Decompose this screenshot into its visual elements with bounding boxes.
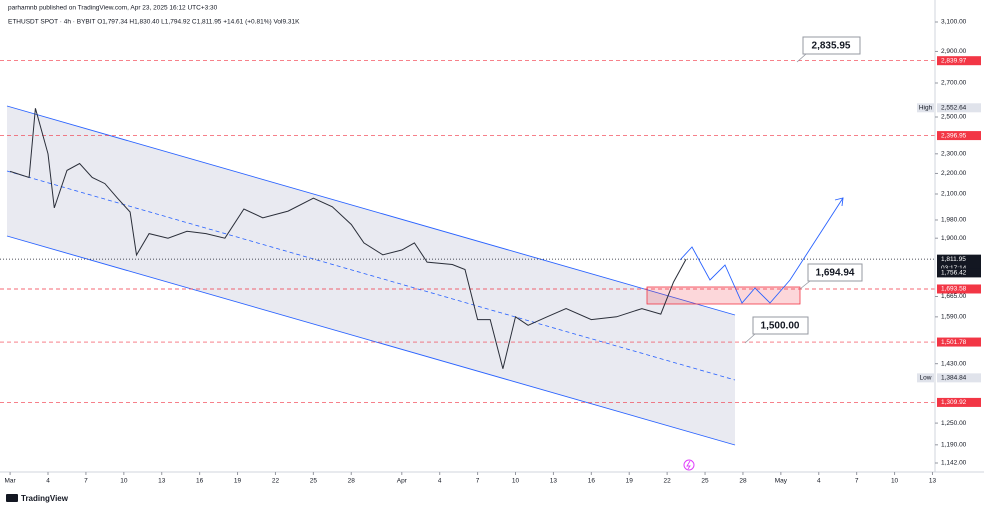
y-tick-label: 1,190.00 (941, 442, 967, 449)
x-tick-label: 4 (817, 478, 821, 485)
symbol-line: ETHUSDT SPOT · 4h · BYBIT O1,797.34 H1,8… (8, 19, 300, 26)
price-label: 1,501.78 (941, 339, 967, 346)
event-icon[interactable] (683, 459, 695, 471)
x-tick-label: 19 (234, 478, 242, 485)
annotation-text: 1,500.00 (761, 321, 800, 332)
x-tick-label: 4 (438, 478, 442, 485)
y-tick-label: 2,700.00 (941, 80, 967, 87)
annotation-1: 2,835.95 (796, 36, 861, 63)
x-tick-label: 4 (46, 478, 50, 485)
x-tick-label: 10 (512, 478, 520, 485)
x-tick-label: 7 (855, 478, 859, 485)
x-tick-label: 28 (348, 478, 356, 485)
leader (744, 333, 756, 344)
price-label: 1,384.84 (941, 375, 967, 382)
x-tick-label: Apr (397, 478, 408, 485)
x-tick-label: 10 (891, 478, 899, 485)
price-line (9, 108, 687, 369)
annotation-box (807, 263, 863, 282)
price-label: 1,811.95 (941, 256, 966, 263)
y-tick-label: 3,100.00 (941, 19, 967, 26)
y-tick-label: 2,500.00 (941, 114, 967, 121)
x-tick-label: 13 (550, 478, 558, 485)
price-label: 1,693.58 (941, 286, 967, 293)
x-tick-label: 25 (701, 478, 709, 485)
tag-bg (917, 373, 934, 383)
tag-label: High (919, 105, 933, 112)
plot-layer (0, 60, 935, 446)
annotation-box (752, 316, 809, 335)
leader (799, 280, 811, 290)
x-tick-label: 19 (626, 478, 634, 485)
x-tick-label: 16 (196, 478, 204, 485)
annotation-2: 1,694.94 (799, 263, 863, 290)
demand-zone (646, 286, 801, 305)
price-label: 2,839.97 (941, 57, 967, 64)
x-tick-label: 7 (476, 478, 480, 485)
price-label: 1,756.42 (941, 270, 967, 277)
y-tick-label: 1,142.00 (941, 460, 967, 467)
projection-path (679, 197, 844, 304)
price-label-bg (937, 373, 981, 383)
channel-mid (6, 170, 736, 381)
x-tick-label: 16 (588, 478, 596, 485)
x-tick-label: Mar (5, 478, 17, 485)
leader (796, 53, 807, 63)
channel-upper (6, 105, 736, 316)
y-tick-label: 1,980.00 (941, 217, 967, 224)
price-label-bg (937, 337, 981, 347)
x-tick-label: 25 (310, 478, 318, 485)
price-label-bg (937, 254, 981, 273)
x-tick-label: 7 (84, 478, 88, 485)
price-label: 2,396.95 (941, 132, 967, 139)
x-tick-label: 13 (158, 478, 166, 485)
price-label-bg (937, 284, 981, 294)
x-tick-label: 10 (120, 478, 128, 485)
y-tick-label: 1,665.00 (941, 293, 967, 300)
y-tick-label: 2,100.00 (941, 191, 967, 198)
y-tick-label: 2,300.00 (941, 151, 967, 158)
projection-arrowhead (834, 197, 844, 207)
price-label-bg (937, 397, 981, 407)
x-tick-label: 28 (739, 478, 747, 485)
y-tick-label: 2,200.00 (941, 170, 967, 177)
annotation-text: 2,835.95 (812, 41, 851, 52)
price-label: 2,552.64 (941, 105, 967, 112)
y-tick-label: 1,590.00 (941, 314, 967, 321)
event-bolt (686, 460, 691, 470)
x-tick-label: 22 (272, 478, 280, 485)
y-tick-label: 2,900.00 (941, 48, 967, 55)
annotation-box (802, 36, 861, 55)
channel-lower (6, 235, 736, 446)
annotation-text: 1,694.94 (816, 268, 855, 279)
y-tick-label: 1,900.00 (941, 235, 967, 242)
brand-name: TradingView (21, 494, 69, 503)
x-tick-label: May (775, 478, 788, 485)
price-label-bg (937, 103, 981, 113)
x-tick-label: 13 (929, 478, 937, 485)
price-label-bg (937, 56, 981, 66)
tag-label: Low (920, 375, 932, 382)
price-label: 1,309.92 (941, 399, 967, 406)
y-tick-label: 1,250.00 (941, 420, 967, 427)
countdown: 03:17:14 (941, 265, 967, 272)
tag-bg (917, 103, 934, 113)
y-tick-label: 1,430.00 (941, 360, 967, 367)
publisher-line: parhamnb published on TradingView.com, A… (8, 5, 218, 12)
x-tick-label: 22 (664, 478, 672, 485)
annotation-3: 1,500.00 (744, 316, 809, 344)
brand-logo (6, 494, 18, 502)
price-label-bg (937, 131, 981, 141)
price-label-bg (937, 268, 981, 278)
